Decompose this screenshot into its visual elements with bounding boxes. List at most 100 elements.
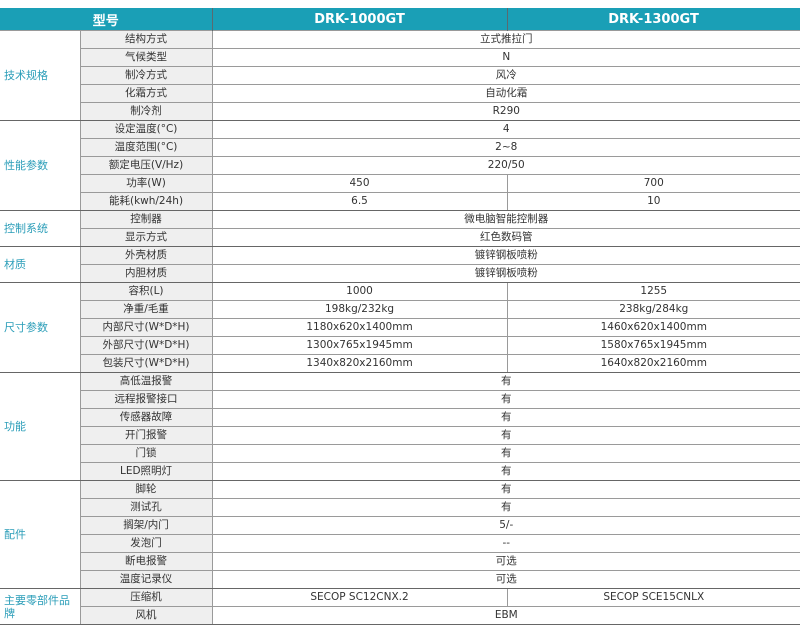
value-1000gt: 1340x820x2160mm: [211, 354, 508, 373]
value-1000gt: 1000: [211, 282, 508, 301]
table-row: 制冷方式 风冷: [0, 66, 800, 85]
table-row: 配件 脚轮有: [0, 480, 800, 589]
shared-value: EBM: [211, 606, 800, 625]
table-row: 远程报警接口有: [0, 390, 800, 409]
model-1300gt: DRK-1300GT: [507, 8, 800, 31]
table-row: 控制系统 控制器 微电脑智能控制器: [0, 210, 800, 247]
shared-value: 有: [211, 372, 800, 391]
value-1300gt: 1460x620x1400mm: [506, 318, 800, 337]
category-label: 配件: [0, 480, 81, 589]
value-1000gt: 450: [211, 174, 508, 193]
table-row: 包装尺寸(W*D*H) 1340x820x2160mm 1640x820x2160m…: [0, 354, 800, 373]
table-row: 能耗(kwh/24h) 6.5 10: [0, 192, 800, 211]
table-row: 发泡门 --: [0, 534, 800, 553]
table-row: 气候类型 N: [0, 48, 800, 67]
value-1000gt: 198kg/232kg: [211, 300, 508, 319]
table-row: 净重/毛重 198kg/232kg 238kg/284kg: [0, 300, 800, 319]
param-label: LED照明灯: [79, 462, 213, 481]
shared-value: 微电脑智能控制器: [211, 210, 800, 229]
shared-value: 2~8: [211, 138, 800, 157]
table-row: 内胆材质 镀锌钢板喷粉: [0, 264, 800, 283]
shared-value: 有: [211, 462, 800, 481]
table-row: 化霜方式 自动化霜: [0, 84, 800, 103]
param-label: 显示方式: [79, 228, 213, 247]
param-label: 传感器故障: [79, 408, 213, 427]
shared-value: 风冷: [211, 66, 800, 85]
shared-value: 有: [211, 390, 800, 409]
param-label: 容积(L): [79, 282, 213, 301]
category-label: 材质: [0, 246, 81, 283]
value-1300gt: 1640x820x2160mm: [506, 354, 800, 373]
param-label: 温度记录仪: [79, 570, 213, 589]
shared-value: 立式推拉门: [211, 30, 800, 49]
param-label: 净重/毛重: [79, 300, 213, 319]
value-1300gt: SECOP SCE15CNLX: [506, 588, 800, 607]
shared-value: 有: [211, 498, 800, 517]
shared-value: 自动化霜: [211, 84, 800, 103]
table-row: 温度记录仪 可选: [0, 570, 800, 589]
param-label: 控制器: [79, 210, 213, 229]
value-1300gt: 1255: [506, 282, 800, 301]
model-label: 型号: [0, 8, 213, 31]
shared-value: 镀锌钢板喷粉: [211, 246, 800, 265]
category-label: 技术规格: [0, 30, 81, 121]
param-label: 设定温度(°C): [79, 120, 213, 139]
value-1000gt: SECOP SC12CNX.2: [211, 588, 508, 607]
param-label: 开门报警: [79, 426, 213, 445]
category-label: 功能: [0, 372, 81, 481]
table-row: 外部尺寸(W*D*H) 1300x765x1945mm 1580x765x1945m…: [0, 336, 800, 355]
param-label: 化霜方式: [79, 84, 213, 103]
shared-value: 220/50: [211, 156, 800, 175]
shared-value: 镀锌钢板喷粉: [211, 264, 800, 283]
spec-table: 型号 DRK-1000GT DRK-1300GT 技术规格 结构方式 立式推拉门 气候…: [0, 8, 800, 625]
value-1000gt: 1300x765x1945mm: [211, 336, 508, 355]
param-label: 搁架/内门: [79, 516, 213, 535]
table-row: 温度范围(°C) 2~8: [0, 138, 800, 157]
param-label: 功率(W): [79, 174, 213, 193]
table-row: 测试孔有: [0, 498, 800, 517]
table-row: 搁架/内门 5/-: [0, 516, 800, 535]
shared-value: R290: [211, 102, 800, 121]
param-label: 压缩机: [79, 588, 213, 607]
shared-value: N: [211, 48, 800, 67]
shared-value: --: [211, 534, 800, 553]
shared-value: 可选: [211, 570, 800, 589]
shared-value: 有: [211, 480, 800, 499]
param-label: 额定电压(V/Hz): [79, 156, 213, 175]
table-row: 性能参数 设定温度(°C) 4: [0, 120, 800, 211]
table-row: 主要零部件品牌 压缩机 SECOP SC12CNX.2 SECOP SCE15CNLX: [0, 588, 800, 625]
table-row: 传感器故障有: [0, 408, 800, 427]
table-row: 尺寸参数 容积(L) 1000 1255: [0, 282, 800, 373]
model-1000gt: DRK-1000GT: [212, 8, 508, 31]
table-row: 功率(W) 450 700: [0, 174, 800, 193]
table-row: 制冷剂 R290: [0, 102, 800, 121]
value-1300gt: 1580x765x1945mm: [506, 336, 800, 355]
value-1000gt: 6.5: [211, 192, 508, 211]
table-row: 断电报警 可选: [0, 552, 800, 571]
param-label: 发泡门: [79, 534, 213, 553]
table-row: 风机 EBM: [0, 606, 800, 625]
table-row: LED照明灯有: [0, 462, 800, 481]
param-label: 风机: [79, 606, 213, 625]
param-label: 制冷剂: [79, 102, 213, 121]
param-label: 能耗(kwh/24h): [79, 192, 213, 211]
param-label: 门锁: [79, 444, 213, 463]
param-label: 高低温报警: [79, 372, 213, 391]
param-label: 远程报警接口: [79, 390, 213, 409]
table-row: 门锁有: [0, 444, 800, 463]
shared-value: 有: [211, 444, 800, 463]
shared-value: 4: [211, 120, 800, 139]
param-label: 脚轮: [79, 480, 213, 499]
table-row: 功能 高低温报警有: [0, 372, 800, 481]
value-1000gt: 1180x620x1400mm: [211, 318, 508, 337]
param-label: 内胆材质: [79, 264, 213, 283]
category-label: 主要零部件品牌: [0, 588, 81, 625]
table-row: 额定电压(V/Hz) 220/50: [0, 156, 800, 175]
param-label: 气候类型: [79, 48, 213, 67]
table-row: 材质 外壳材质 镀锌钢板喷粉: [0, 246, 800, 283]
param-label: 制冷方式: [79, 66, 213, 85]
category-label: 尺寸参数: [0, 282, 81, 373]
value-1300gt: 700: [506, 174, 800, 193]
header-row: 型号 DRK-1000GT DRK-1300GT: [0, 8, 800, 31]
param-label: 结构方式: [79, 30, 213, 49]
